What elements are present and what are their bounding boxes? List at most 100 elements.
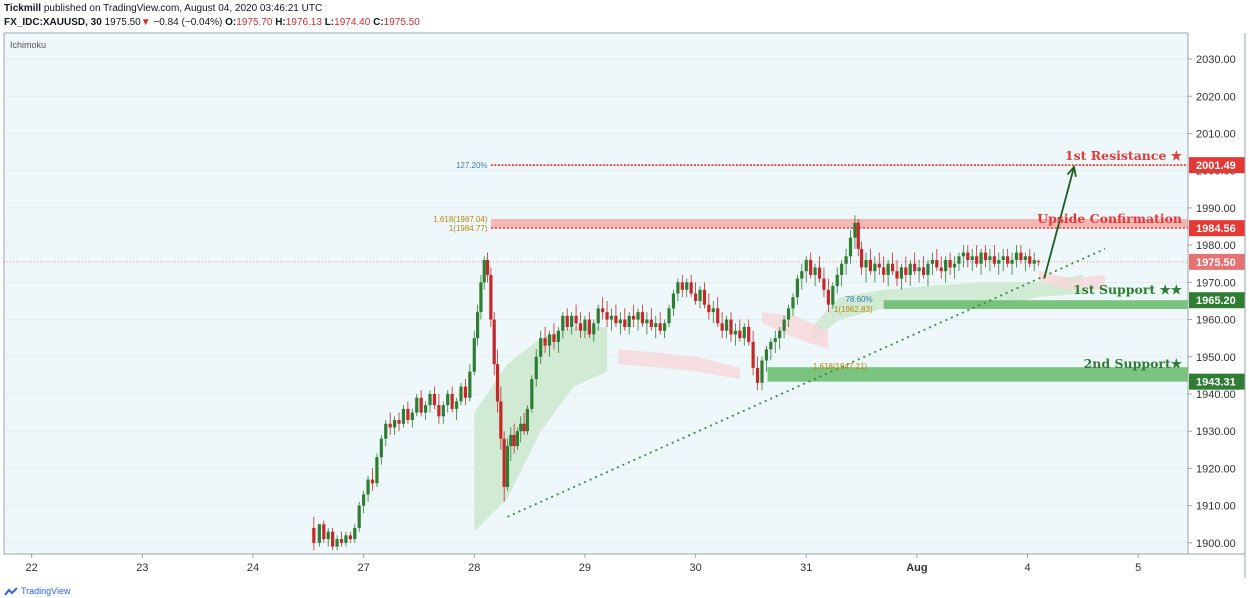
symbol-label[interactable]: FX_IDC:XAUUSD, 30 — [4, 17, 102, 28]
candle-body — [499, 401, 503, 439]
candle-body — [693, 293, 698, 301]
author-name[interactable]: Tickmill — [4, 3, 42, 14]
candle-body — [921, 267, 926, 275]
candle-body — [401, 408, 406, 424]
candle-body — [1023, 256, 1027, 261]
candle-body — [868, 260, 873, 272]
candle-body — [335, 539, 339, 547]
close-label: C: — [373, 17, 384, 28]
upside-confirmation-tag — [1189, 220, 1245, 237]
target-arrow — [1043, 166, 1075, 279]
candle-body — [649, 319, 653, 327]
low-label: L: — [324, 17, 335, 28]
time-axis[interactable]: 22 23 24 27 28 29 30 31 Aug 4 5 — [4, 33, 1246, 578]
first-support-fib-top-label: 78.60% — [845, 295, 872, 304]
time-tick-label: 24 — [247, 562, 259, 574]
candle-body — [379, 438, 383, 458]
candle-body — [415, 397, 419, 413]
candle-body — [895, 271, 899, 279]
candle-body — [685, 282, 689, 290]
candle-body — [840, 263, 844, 275]
time-tick-label: 5 — [1135, 562, 1141, 574]
candle-body — [1037, 261, 1041, 263]
target-arrow-head — [1066, 164, 1077, 177]
candle-body — [357, 505, 361, 528]
candle-body — [450, 393, 454, 409]
candle-body — [853, 222, 857, 238]
candle-body — [856, 222, 860, 249]
time-tick-label: Aug — [906, 562, 927, 574]
price-tick-label: 2010.00 — [1196, 128, 1236, 140]
low-value: 1974.40 — [334, 17, 371, 28]
footer-brand[interactable]: TradingView — [21, 586, 71, 596]
candle-body — [738, 330, 742, 339]
price-tick-label: 1900.00 — [1196, 538, 1236, 550]
candle-body — [800, 271, 804, 279]
candle-body — [322, 524, 326, 540]
candle-body — [515, 431, 520, 447]
candles — [312, 215, 1041, 551]
candle-body — [822, 278, 826, 290]
price-tick-label: 2020.00 — [1196, 91, 1236, 103]
candle-body — [720, 323, 724, 331]
candle-body — [733, 330, 738, 335]
publish-text: published on TradingView.com, August 04,… — [43, 3, 323, 14]
candle-body — [331, 531, 335, 547]
candle-body — [729, 319, 733, 335]
candle-body — [326, 531, 330, 540]
candle-body — [509, 434, 513, 447]
candle-body — [769, 341, 773, 350]
candle-body — [570, 315, 574, 327]
trendline — [507, 248, 1106, 518]
candle-body — [627, 315, 631, 327]
candle-body — [707, 304, 711, 313]
candle-body — [992, 256, 996, 264]
candle-body — [658, 323, 662, 331]
candle-body — [476, 312, 480, 339]
candle-body — [362, 494, 366, 506]
candle-body — [312, 527, 316, 543]
candle-body — [724, 319, 729, 331]
candle-body — [384, 423, 388, 439]
footer: TradingView — [4, 584, 71, 598]
first-support-label: 1st Support ★★ — [1073, 282, 1183, 297]
level-zones — [4, 164, 1188, 382]
time-tick-label: 29 — [579, 562, 591, 574]
candle-body — [388, 423, 392, 428]
resistance-tag-label: 2001.49 — [1196, 160, 1236, 172]
resistance-fib-label: 127.20% — [456, 161, 488, 170]
candle-body — [468, 371, 472, 398]
candle-body — [1019, 252, 1023, 261]
candle-body — [592, 323, 596, 335]
candle-body — [961, 252, 965, 257]
candle-body — [778, 330, 782, 339]
last-price: 1975.50 — [104, 17, 141, 28]
candle-body — [979, 252, 983, 264]
candle-body — [601, 308, 605, 313]
candle-body — [667, 308, 671, 324]
candle-body — [348, 535, 352, 540]
time-tick-label: 28 — [468, 562, 480, 574]
price-tick-label: 1940.00 — [1196, 389, 1236, 401]
indicator-label[interactable]: Ichimoku — [10, 40, 46, 50]
candle-body — [826, 289, 830, 305]
second-support-tag-label: 1943.31 — [1196, 377, 1236, 389]
candle-body — [966, 252, 970, 261]
candle-body — [640, 312, 645, 324]
price-axis[interactable]: 1900.00 1910.00 1920.00 1930.00 1940.00 1950.… — [1187, 33, 1245, 554]
candle-body — [574, 315, 578, 324]
candle-body — [747, 326, 751, 342]
resistance-tag — [1189, 157, 1245, 174]
cloud-red — [1038, 271, 1106, 290]
candle-body — [975, 256, 979, 264]
candle-body — [804, 260, 808, 272]
candle-body — [890, 263, 895, 272]
candle-body — [397, 420, 401, 424]
upside-confirmation-tag-label: 1984.56 — [1196, 223, 1236, 235]
upside-fib-top-label: 1.618(1987.04) — [433, 215, 488, 224]
candle-body — [952, 263, 957, 268]
upside-confirmation-zone — [490, 218, 1188, 229]
grid — [4, 58, 1188, 544]
candle-body — [997, 260, 1001, 264]
